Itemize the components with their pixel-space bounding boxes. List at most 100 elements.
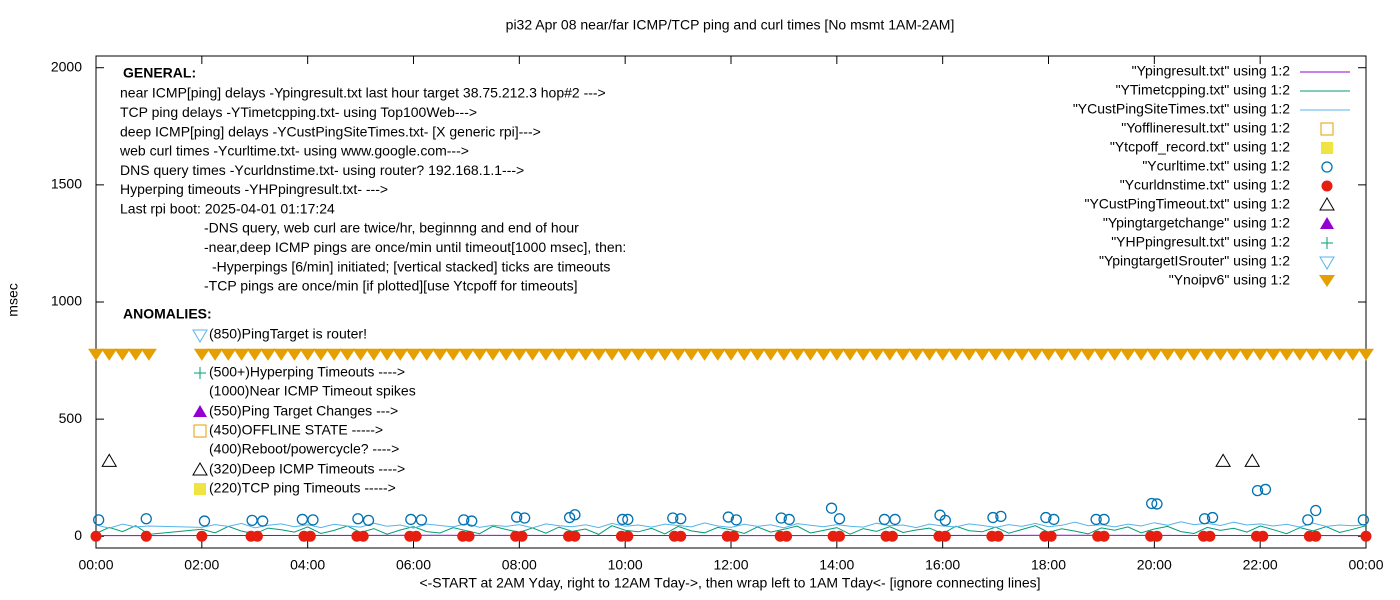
data-point [1040, 348, 1057, 361]
data-point [1310, 504, 1322, 517]
legend-swatch [1319, 197, 1335, 211]
data-point [296, 513, 309, 526]
data-point [127, 348, 144, 361]
data-point [886, 530, 898, 542]
general-heading: GENERAL: [123, 65, 196, 81]
data-point [92, 514, 105, 526]
legend-swatch [1321, 161, 1333, 173]
legend-label: "Ytcpoff_record.txt" using 1:2 [1110, 139, 1290, 155]
data-point [357, 530, 369, 542]
data-point [722, 511, 735, 523]
data-point [1257, 530, 1269, 542]
data-point [312, 348, 329, 361]
data-point [730, 514, 742, 526]
anomaly-label: (1000)Near ICMP Timeout spikes [209, 383, 416, 399]
x-tick-label: 14:00 [819, 557, 854, 573]
data-point [1151, 498, 1163, 510]
data-point [299, 348, 316, 361]
legend-label: "Ycurltime.txt" using 1:2 [1142, 158, 1290, 174]
data-point [1331, 348, 1348, 361]
data-point [1358, 348, 1374, 361]
data-point [894, 348, 911, 361]
data-point [736, 348, 753, 361]
data-point [257, 515, 269, 527]
data-point [802, 348, 819, 361]
data-point [1291, 348, 1308, 361]
data-point [1252, 348, 1269, 361]
anomaly-symbol [193, 424, 207, 438]
data-point [1066, 348, 1083, 361]
data-point [974, 348, 991, 361]
data-point [246, 348, 263, 361]
data-point [273, 348, 290, 361]
data-point [1310, 530, 1322, 542]
data-point [569, 530, 581, 542]
data-point [88, 348, 104, 361]
data-point [1053, 348, 1070, 361]
chart-title: pi32 Apr 08 near/far ICMP/TCP ping and c… [506, 17, 955, 33]
data-point [511, 348, 528, 361]
data-point [675, 530, 687, 542]
x-tick-label: 12:00 [713, 557, 748, 573]
data-point [101, 348, 118, 361]
data-point [842, 348, 859, 361]
data-point [1146, 348, 1163, 361]
data-point [590, 348, 607, 361]
data-point [484, 348, 501, 361]
legend-swatch [1321, 237, 1333, 249]
data-point [987, 511, 999, 524]
data-point [1151, 530, 1163, 542]
data-point [551, 348, 568, 361]
data-point [286, 348, 303, 361]
data-point [1186, 348, 1203, 361]
data-point [352, 513, 364, 525]
data-point [564, 348, 581, 361]
data-point [511, 511, 523, 523]
y-tick-label: 2000 [51, 58, 82, 74]
data-point [90, 530, 102, 542]
data-point [622, 530, 634, 542]
y-tick-label: 500 [59, 410, 83, 426]
data-point [1278, 348, 1295, 361]
data-point [1198, 513, 1211, 525]
anomaly-label: (320)Deep ICMP Timeouts ----> [209, 461, 405, 477]
x-tick-label: 22:00 [1243, 557, 1278, 573]
x-tick-label: 10:00 [608, 557, 643, 573]
data-point [1000, 348, 1017, 361]
legend-label: "Ypingresult.txt" using 1:2 [1132, 63, 1291, 79]
data-point [992, 530, 1004, 542]
data-point [458, 348, 475, 361]
data-point [881, 348, 898, 361]
data-point [630, 348, 647, 361]
data-point [878, 513, 891, 526]
data-point [908, 348, 925, 361]
data-point [934, 348, 951, 361]
data-point [1357, 514, 1370, 526]
legend-label: "Ypingtargetchange" using 1:2 [1103, 215, 1290, 231]
data-point [410, 530, 422, 542]
anomaly-label: (850)PingTarget is router! [209, 326, 367, 342]
data-point [1027, 348, 1044, 361]
data-point [307, 514, 319, 526]
data-point [1318, 348, 1335, 361]
data-point [220, 348, 237, 361]
data-point [1302, 514, 1314, 526]
data-point [828, 348, 845, 361]
data-point [405, 513, 417, 526]
anomaly-symbol [192, 329, 208, 343]
data-point [603, 348, 620, 361]
data-point [889, 513, 901, 526]
data-point [1040, 511, 1052, 524]
note-line: -Hyperpings [6/min] initiated; [vertical… [212, 258, 610, 274]
data-point [458, 514, 470, 526]
note-line: -TCP pings are once/min [if plotted][use… [204, 278, 578, 294]
data-point [855, 348, 872, 361]
data-point [749, 348, 766, 361]
data-point [259, 348, 276, 361]
x-tick-label: 18:00 [1031, 557, 1066, 573]
anomaly-label: (450)OFFLINE STATE -----> [209, 422, 383, 438]
data-point [1305, 348, 1322, 361]
data-point [304, 530, 316, 542]
y-axis-label: msec [5, 283, 21, 316]
data-point [352, 348, 369, 361]
